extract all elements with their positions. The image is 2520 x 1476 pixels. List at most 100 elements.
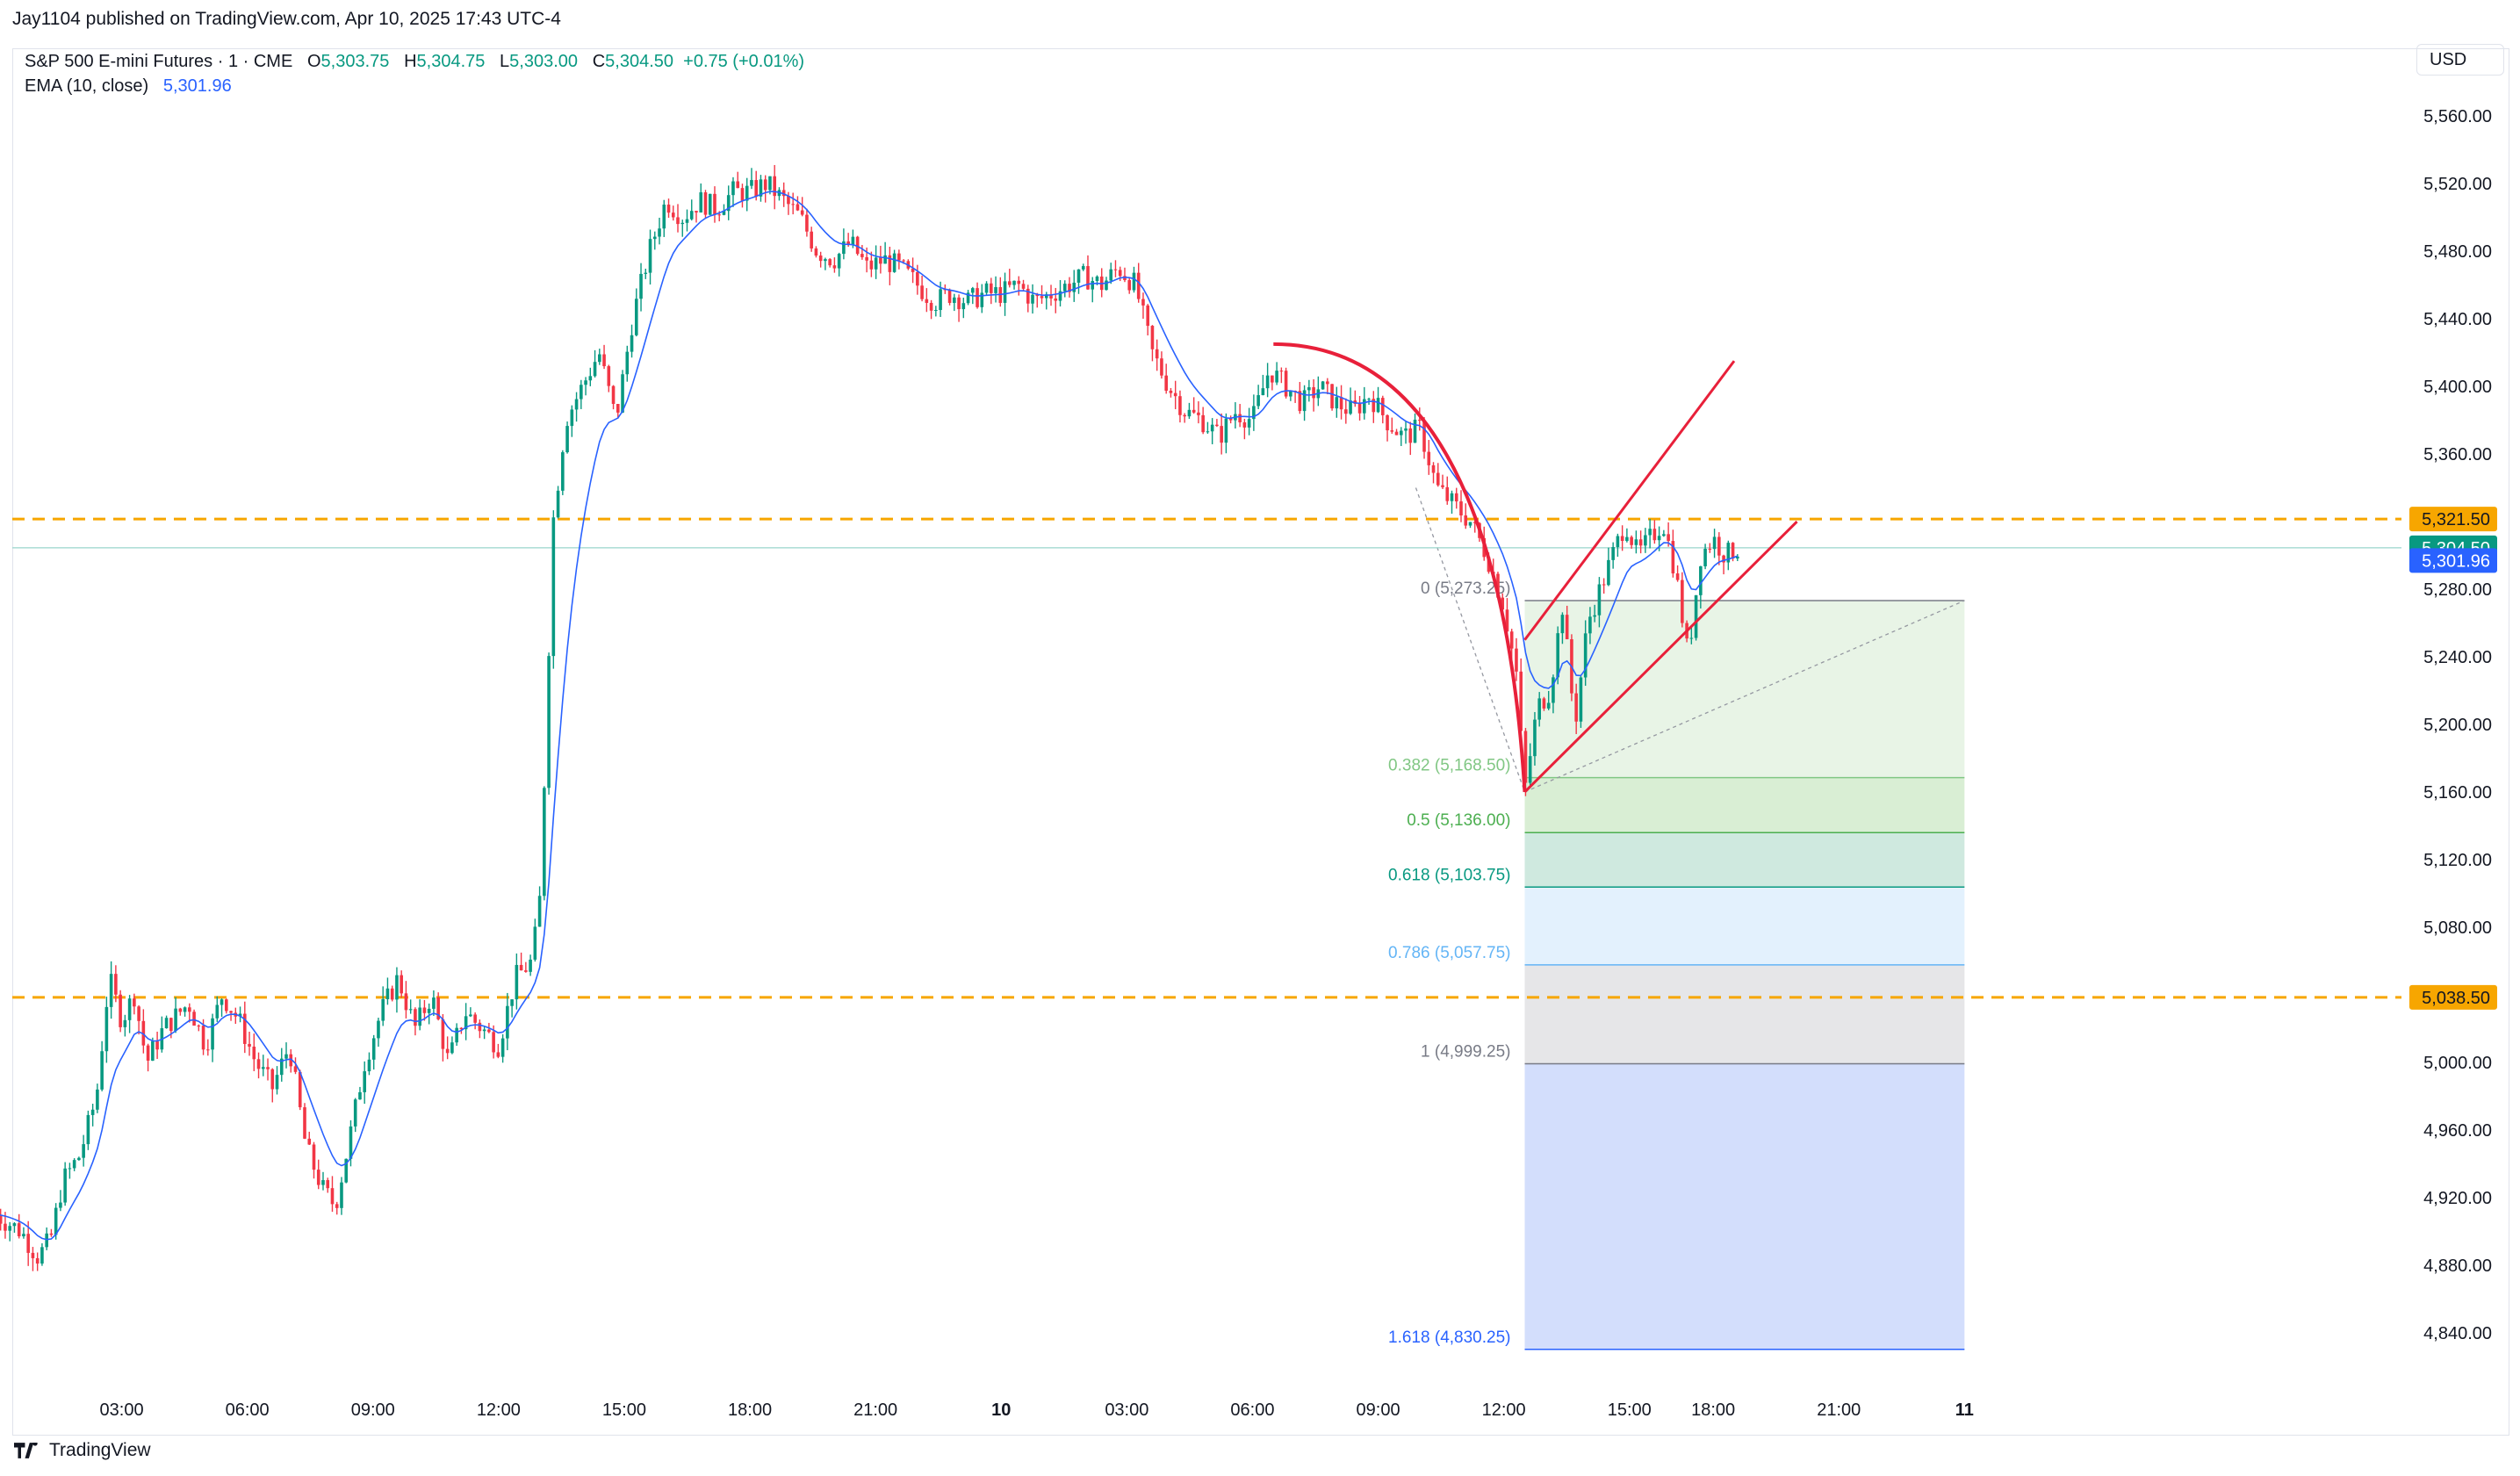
candle-body-140	[639, 273, 643, 299]
candle-body-197	[902, 260, 905, 262]
candle-body-353	[1620, 536, 1624, 542]
candle-body-159	[726, 195, 731, 212]
candle-body-89	[404, 993, 408, 1011]
candle-body-207	[947, 290, 952, 303]
fib-zone-0.786	[1524, 964, 1965, 1064]
ema-line[interactable]	[0, 191, 1739, 1241]
symbol-name[interactable]: S&P 500 E-mini Futures · 1 · CME	[25, 52, 293, 71]
candle-body-16	[68, 1168, 72, 1170]
rounding-top-arc[interactable]	[1273, 342, 1527, 793]
candle-body-263	[1206, 431, 1210, 433]
candle-body-10	[40, 1247, 44, 1264]
candle-body-291	[1335, 397, 1339, 409]
candle-body-46	[206, 1049, 210, 1051]
candle-body-335	[1537, 698, 1541, 720]
y-tick-label: 4,880.00	[2423, 1256, 2492, 1276]
candle-body-45	[201, 1026, 205, 1050]
y-tick-label: 5,560.00	[2423, 107, 2492, 126]
candle-body-220	[1007, 281, 1012, 285]
candle-body-93	[422, 1007, 427, 1013]
candle-body-334	[1533, 719, 1537, 757]
legend-ema-row[interactable]: EMA (10, close) 5,301.96	[25, 74, 804, 98]
candle-body-138	[630, 335, 634, 352]
candle-body-299	[1372, 399, 1376, 413]
candle-body-146	[666, 205, 671, 213]
candle-body-369	[1694, 594, 1698, 638]
candle-body-275	[1261, 388, 1265, 396]
candle-body-189	[865, 256, 868, 261]
candle-body-123	[561, 452, 565, 491]
legend-ohlc-row[interactable]: S&P 500 E-mini Futures · 1 · CME O5,303.…	[25, 49, 804, 74]
candle-body-264	[1210, 424, 1214, 432]
ema-price-tag-bg[interactable]	[2409, 548, 2497, 573]
candle-body-24	[104, 1006, 109, 1052]
candle-body-57	[256, 1059, 261, 1069]
candle-body-150	[685, 219, 689, 223]
candle-body-338	[1552, 677, 1555, 703]
candle-body-74	[335, 1204, 339, 1208]
channel-lower-line[interactable]	[1523, 520, 1798, 794]
candle-body-130	[593, 362, 597, 377]
candle-body-77	[349, 1126, 353, 1159]
candle-body-163	[745, 185, 749, 201]
candle-body-254	[1164, 375, 1168, 391]
candle-body-304	[1394, 431, 1399, 436]
candle-body-37	[164, 1018, 169, 1029]
candle-body-365	[1675, 573, 1680, 580]
x-tick-label: 06:00	[226, 1400, 270, 1420]
candle-body-118	[537, 896, 542, 927]
candle-body-352	[1616, 536, 1620, 548]
candle-body-181	[828, 259, 832, 266]
candle-body-244	[1118, 270, 1122, 277]
candle-body-260	[1192, 409, 1196, 413]
candle-body-3	[8, 1226, 11, 1231]
candle-body-174	[796, 204, 800, 211]
candle-body-298	[1367, 399, 1371, 400]
candle-body-364	[1671, 541, 1675, 574]
tradingview-logo[interactable]: TradingView	[14, 1440, 151, 1461]
candle-body-179	[818, 256, 823, 262]
candle-body-122	[556, 490, 560, 518]
fib-trend-line-1[interactable]	[1415, 487, 1526, 793]
candle-body-316	[1450, 493, 1454, 501]
candle-body-129	[588, 376, 593, 381]
candle-body-76	[344, 1158, 349, 1183]
candle-body-227	[1040, 296, 1044, 299]
candle-body-259	[1187, 409, 1192, 417]
candle-body-358	[1644, 535, 1647, 546]
level-price-tag-1-bg[interactable]	[2409, 507, 2497, 532]
candle-body-156	[713, 193, 716, 215]
tradingview-brand: TradingView	[49, 1440, 151, 1460]
candle-body-196	[897, 253, 901, 261]
candle-body-278	[1275, 371, 1278, 383]
candle-body-167	[763, 179, 767, 191]
candle-body-350	[1607, 559, 1610, 586]
candle-body-182	[832, 265, 837, 269]
candle-body-47	[211, 1018, 214, 1050]
candle-body-132	[602, 354, 606, 367]
candle-body-236	[1081, 266, 1085, 270]
candle-body-169	[773, 176, 776, 197]
channel-upper-line[interactable]	[1523, 360, 1736, 641]
candle-body-318	[1459, 501, 1463, 516]
y-tick-label: 5,240.00	[2423, 648, 2492, 667]
candle-body-277	[1271, 375, 1274, 383]
fib-level-label-0.786: 0.786 (5,057.75)	[1388, 944, 1510, 962]
level-price-tag-2-bg[interactable]	[2409, 984, 2497, 1010]
candle-body-308	[1413, 420, 1417, 443]
candle-body-82	[371, 1038, 376, 1060]
candle-body-253	[1160, 358, 1163, 376]
candle-body-81	[367, 1059, 371, 1072]
candle-body-155	[708, 193, 712, 215]
currency-button[interactable]: USD	[2416, 44, 2504, 76]
candle-body-229	[1049, 294, 1053, 299]
fib-zone-0.382	[1524, 777, 1965, 833]
candle-body-94	[427, 1008, 431, 1013]
publisher-caption: Jay1104 published on TradingView.com, Ap…	[12, 9, 561, 29]
candle-body-157	[717, 214, 722, 216]
candle-body-357	[1638, 539, 1643, 546]
fib-trend-line-2[interactable]	[1524, 600, 1965, 793]
candle-body-25	[109, 974, 113, 1007]
candle-body-230	[1054, 298, 1058, 301]
